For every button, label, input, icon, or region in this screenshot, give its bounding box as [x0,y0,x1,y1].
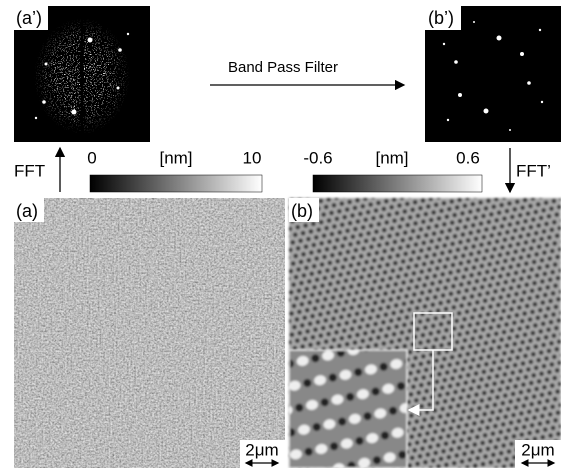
colorbar-max: 0.6 [456,148,480,167]
scale-bar-label: 2μm [245,440,278,459]
panel-label: (b’) [428,8,454,28]
panel-label: (a) [16,201,38,221]
fft-panel-b: (b’) [425,6,561,142]
ifft-label: FFT’ [516,161,551,180]
page: (a’) (b’) Band Pass Filter FFT FFT’ 0 [n… [0,0,561,468]
fft-panel-a: (a’) [14,6,150,142]
image-panel-b: (b) 2μm [289,198,561,468]
colorbar: -0.6 [nm] 0.6 [303,148,482,192]
figure: (a’) (b’) Band Pass Filter FFT FFT’ 0 [n… [0,0,561,468]
colorbar-min: 0 [87,148,96,167]
scale-bar-label: 2μm [521,440,554,459]
filter-label: Band Pass Filter [228,59,338,76]
colorbar-unit: [nm] [375,148,408,167]
fft-label: FFT [14,161,45,180]
image-panel-a: (a) 2μm [14,198,285,468]
colorbar-min: -0.6 [303,148,332,167]
colorbar: 0 [nm] 10 [87,148,262,192]
colorbar-unit: [nm] [159,148,192,167]
panel-label: (a’) [16,8,42,28]
colorbar-max: 10 [243,148,262,167]
panel-label: (b) [291,201,313,221]
